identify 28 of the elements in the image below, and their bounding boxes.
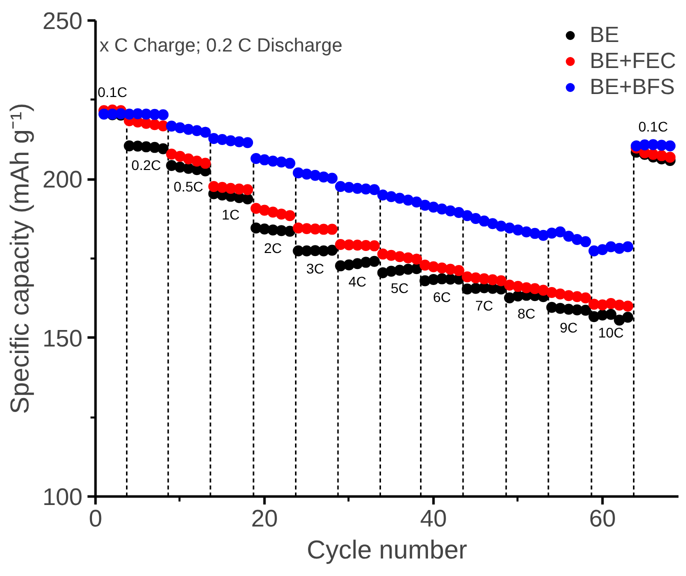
y-tick-label: 250 xyxy=(42,8,83,35)
annotation: 8C xyxy=(517,305,536,322)
y-tick-label: 100 xyxy=(42,484,83,511)
annotation: 0.1C xyxy=(98,84,128,100)
annotation: 0.2C xyxy=(131,156,161,173)
legend-label: BE+FEC xyxy=(590,48,676,74)
legend-label: BE+BFS xyxy=(590,74,675,100)
x-tick-label: 20 xyxy=(251,506,278,532)
x-tick-label: 60 xyxy=(589,506,616,532)
annotation: x C Charge; 0.2 C Discharge xyxy=(100,36,342,56)
annotation: 1C xyxy=(222,206,240,222)
annotation: 9C xyxy=(560,319,578,336)
annotation: 3C xyxy=(306,260,324,277)
x-tick-label: 40 xyxy=(420,506,447,532)
x-axis-title: Cycle number xyxy=(306,534,468,564)
annotation: 7C xyxy=(475,298,494,314)
y-axis-title: Specific capacity (mAh g⁻¹) xyxy=(4,103,34,414)
x-tick-label: 0 xyxy=(88,506,102,532)
annotation: 5C xyxy=(390,280,409,296)
annotation: 0.1C xyxy=(638,118,668,135)
y-tick-label: 150 xyxy=(42,325,83,352)
legend-label: BE xyxy=(590,22,620,48)
annotation: 0.5C xyxy=(174,178,204,194)
annotation: 2C xyxy=(264,240,282,256)
annotation: 6C xyxy=(432,288,451,305)
annotation: 10C xyxy=(598,324,624,340)
annotation: 4C xyxy=(348,274,366,290)
y-tick-label: 200 xyxy=(42,166,83,194)
